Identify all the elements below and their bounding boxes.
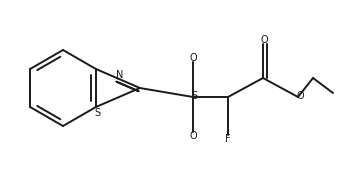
Text: S: S [191, 91, 197, 101]
Text: O: O [260, 35, 268, 45]
Text: O: O [189, 53, 197, 63]
Text: O: O [296, 91, 304, 101]
Text: F: F [225, 134, 231, 144]
Text: S: S [95, 108, 101, 118]
Text: O: O [189, 131, 197, 141]
Text: N: N [116, 70, 124, 80]
